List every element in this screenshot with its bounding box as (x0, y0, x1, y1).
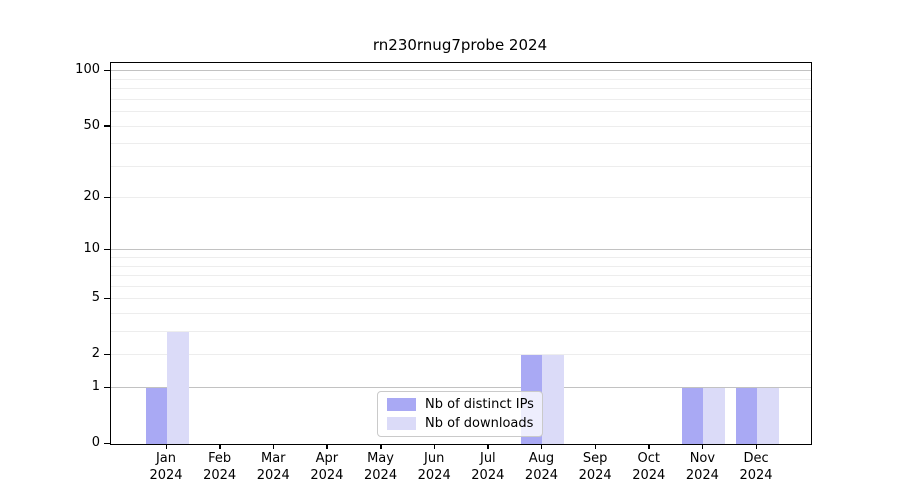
gridline-minor (111, 78, 811, 80)
y-tick-label: 0 (91, 435, 100, 450)
gridline-minor (111, 125, 811, 127)
y-tick-mark (104, 386, 110, 389)
y-tick-mark (104, 248, 110, 251)
gridline-major (111, 70, 811, 72)
bar-downloads (167, 332, 189, 444)
legend-label: Nb of downloads (425, 416, 534, 431)
x-tick-mark (701, 444, 704, 449)
y-tick-label: 5 (91, 290, 100, 306)
legend-swatch (387, 398, 416, 411)
x-tick-mark (165, 444, 167, 449)
x-tick-label: Jul 2024 (471, 451, 505, 483)
bar-distinct-ips (145, 388, 167, 444)
y-tick-mark (104, 69, 110, 72)
y-tick-label: 50 (83, 117, 100, 133)
legend-row: Nb of distinct IPs (387, 397, 534, 412)
gridline-minor (111, 265, 811, 267)
y-tick-mark (104, 353, 110, 356)
bar-distinct-ips (681, 388, 704, 444)
gridline-minor (111, 298, 811, 300)
gridline-minor (111, 354, 811, 356)
x-tick-mark (326, 444, 328, 449)
x-tick-label: Aug 2024 (524, 451, 559, 483)
x-tick-mark (487, 444, 489, 449)
plot-area (110, 62, 812, 445)
x-tick-label: Apr 2024 (310, 451, 344, 483)
gridline-minor (111, 331, 811, 333)
x-tick-label: Nov 2024 (685, 451, 719, 483)
x-tick-mark (380, 444, 382, 449)
legend: Nb of distinct IPs Nb of downloads (377, 391, 543, 437)
gridline-minor (111, 98, 811, 100)
gridline-minor (111, 143, 811, 145)
x-tick-mark (540, 444, 543, 449)
legend-label: Nb of distinct IPs (425, 397, 534, 412)
gridline-minor (111, 165, 811, 167)
gridline-minor (111, 197, 811, 199)
gridline-minor (111, 257, 811, 259)
x-tick-label: Oct 2024 (632, 451, 666, 483)
gridline-major (111, 387, 811, 389)
x-tick-label: Dec 2024 (739, 451, 773, 483)
y-tick-mark (104, 125, 110, 127)
legend-swatch (387, 417, 416, 430)
y-tick-label: 2 (91, 346, 100, 362)
x-tick-label: Feb 2024 (203, 451, 237, 483)
bar-distinct-ips (735, 388, 758, 444)
gridline-major (111, 249, 811, 251)
gridline-minor (111, 313, 811, 315)
x-tick-mark (755, 444, 758, 449)
chart-title: rn230rnug7probe 2024 (372, 36, 548, 54)
x-tick-label: Jun 2024 (417, 451, 451, 483)
x-tick-mark (433, 444, 436, 449)
y-tick-label: 100 (75, 62, 100, 78)
y-tick-mark (104, 196, 110, 199)
x-tick-mark (648, 444, 650, 449)
legend-row: Nb of downloads (387, 416, 533, 431)
x-tick-label: Jan 2024 (149, 451, 183, 483)
x-tick-label: Sep 2024 (578, 451, 612, 483)
bar-downloads (757, 388, 779, 444)
gridline-minor (111, 111, 811, 113)
y-tick-label: 20 (83, 189, 100, 205)
bar-downloads (542, 355, 564, 444)
y-tick-label: 10 (83, 241, 100, 257)
y-tick-label: 1 (91, 379, 100, 395)
gridline-minor (111, 88, 811, 90)
x-tick-mark (272, 444, 275, 449)
y-tick-mark (104, 442, 110, 444)
gridline-minor (111, 285, 811, 287)
x-tick-label: May 2024 (364, 451, 398, 483)
bar-downloads (703, 388, 725, 444)
x-tick-mark (594, 444, 597, 449)
x-tick-label: Mar 2024 (256, 451, 290, 483)
gridline-minor (111, 275, 811, 277)
x-tick-mark (219, 444, 221, 449)
y-tick-mark (104, 297, 110, 300)
